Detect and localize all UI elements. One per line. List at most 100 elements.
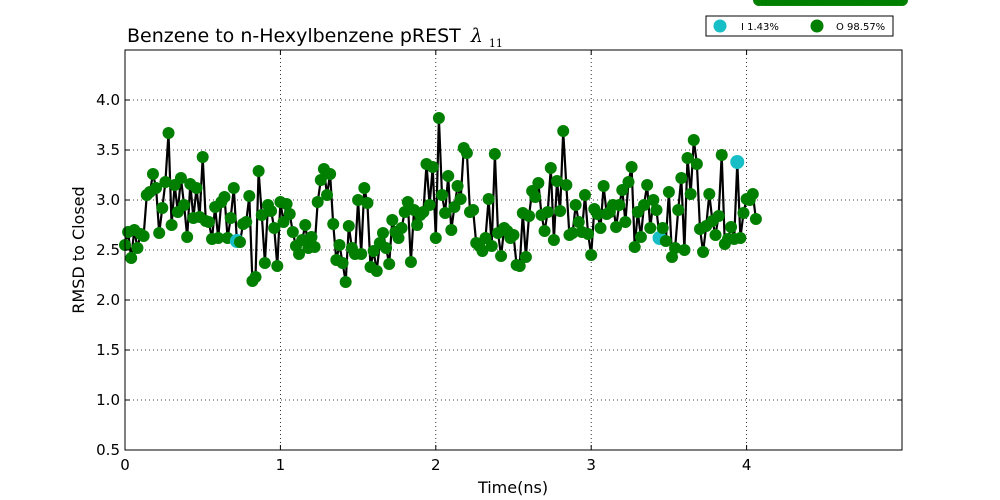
data-point-o — [436, 189, 449, 201]
y-tick-label: 1.5 — [96, 341, 120, 359]
data-point-o — [311, 196, 324, 208]
data-point-o — [482, 193, 495, 205]
data-point-o — [557, 125, 570, 137]
data-point-o — [529, 191, 542, 203]
data-point-o — [715, 149, 728, 161]
data-point-o — [181, 231, 194, 243]
data-point-o — [597, 180, 610, 192]
data-point-o — [532, 177, 545, 189]
data-point-o — [227, 182, 240, 194]
data-point-o — [619, 216, 632, 228]
data-point-o — [339, 276, 352, 288]
x-tick-label: 4 — [742, 456, 752, 474]
data-point-o — [625, 161, 638, 173]
data-point-o — [523, 210, 536, 222]
data-point-o — [544, 162, 557, 174]
data-point-o — [725, 221, 738, 233]
data-point-o — [258, 257, 271, 269]
data-point-o — [569, 199, 582, 211]
title-subscript: 11 — [489, 37, 503, 50]
data-point-o — [451, 180, 464, 192]
data-point-o — [659, 235, 672, 247]
data-point-o — [324, 168, 337, 180]
data-point-o — [613, 199, 626, 211]
data-point-o — [165, 219, 178, 231]
data-point-o — [628, 241, 641, 253]
data-point-o — [675, 172, 688, 184]
data-point-o — [442, 170, 455, 182]
data-point-o — [488, 148, 501, 160]
data-point-o — [265, 205, 278, 217]
axis-ticks: 0 1 2 3 4 0.5 1.0 1.5 2.0 2.5 3.0 3.5 4.0 — [96, 50, 902, 474]
data-point-o — [678, 244, 691, 256]
legend-box — [705, 15, 894, 37]
legend: I 1.43% O 98.57% — [705, 15, 894, 37]
data-point-o — [547, 234, 560, 246]
data-point-o — [255, 209, 268, 221]
data-point-o — [703, 188, 716, 200]
data-point-o — [594, 222, 607, 234]
y-axis-label: RMSD to Closed — [69, 186, 88, 313]
data-point-o — [467, 204, 480, 216]
data-point-o — [305, 231, 318, 243]
data-point-o — [283, 208, 296, 220]
data-point-o — [495, 250, 508, 262]
data-point-o — [507, 229, 520, 241]
data-point-o — [333, 239, 346, 251]
x-tick-label: 3 — [586, 456, 596, 474]
data-point-o — [684, 188, 697, 200]
data-point-o — [386, 214, 399, 226]
y-tick-label: 0.5 — [96, 441, 120, 459]
data-point-o — [156, 202, 169, 214]
data-point-o — [314, 174, 327, 186]
data-point-o — [460, 147, 473, 159]
legend-label-i: I 1.43% — [741, 22, 779, 33]
data-point-o — [566, 227, 579, 239]
data-point-o — [644, 222, 657, 234]
data-point-i — [730, 155, 745, 169]
data-point-o — [196, 151, 209, 163]
data-point-o — [439, 207, 452, 219]
y-tick-label: 1.0 — [96, 391, 120, 409]
y-tick-label: 3.5 — [96, 141, 120, 159]
x-tick-label: 0 — [120, 456, 130, 474]
data-point-o — [308, 241, 321, 253]
data-point-o — [560, 179, 573, 191]
legend-marker-o — [810, 19, 824, 33]
data-point-o — [634, 231, 647, 243]
data-point-o — [538, 225, 551, 237]
data-point-o — [672, 204, 685, 216]
data-point-o — [709, 229, 722, 241]
data-point-o — [411, 219, 424, 231]
data-point-o — [666, 251, 679, 263]
data-point-o — [404, 256, 417, 268]
data-point-o — [376, 227, 389, 239]
data-point-o — [591, 208, 604, 220]
data-point-o — [249, 271, 262, 283]
data-point-o — [432, 112, 445, 124]
data-point-o — [137, 230, 150, 242]
data-point-o — [212, 232, 225, 244]
y-tick-label: 3.0 — [96, 191, 120, 209]
data-point-o — [896, 0, 908, 6]
data-point-o — [749, 213, 762, 225]
x-axis-label: Time(ns) — [477, 478, 548, 497]
data-point-o — [383, 258, 396, 270]
data-point-o — [174, 172, 187, 184]
data-point-o — [662, 186, 675, 198]
data-point-o — [554, 205, 567, 217]
data-point-o — [690, 158, 703, 170]
data-point-o — [746, 188, 759, 200]
data-point-o — [252, 165, 265, 177]
data-point-o — [342, 220, 355, 232]
data-point-o — [585, 249, 598, 261]
data-point-o — [286, 226, 299, 238]
data-point-o — [162, 127, 175, 139]
data-point-o — [224, 212, 237, 224]
data-point-o — [146, 168, 159, 180]
y-tick-label: 4.0 — [96, 91, 120, 109]
data-point-o — [485, 240, 498, 252]
data-point-o — [299, 219, 312, 231]
data-point-o — [336, 257, 349, 269]
data-point-o — [519, 251, 532, 263]
